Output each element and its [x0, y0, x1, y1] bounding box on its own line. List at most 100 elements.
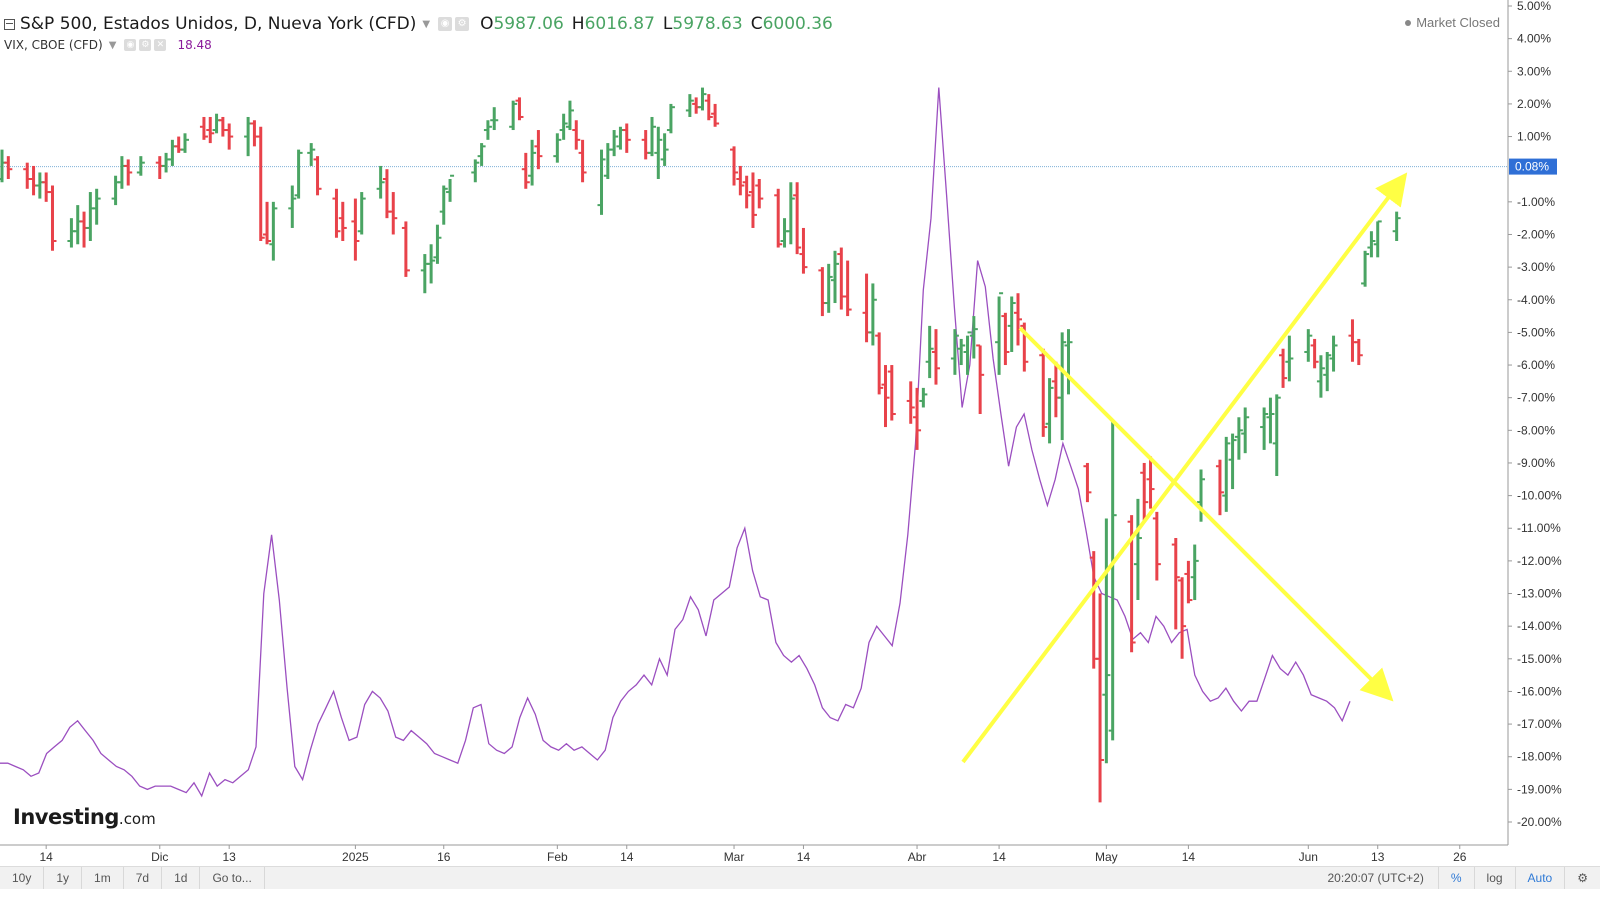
ohlc-bar: [4, 156, 13, 179]
x-tick-label: 14: [992, 850, 1006, 864]
ohlc-bar: [490, 107, 499, 131]
y-tick-label: -8.00%: [1517, 423, 1555, 437]
ohlc-bar: [919, 387, 928, 408]
ohlc-bar-layer: [0, 87, 1401, 803]
gear-icon[interactable]: ⚙: [455, 17, 470, 31]
log-toggle[interactable]: log: [1475, 867, 1516, 889]
ohlc-bar: [666, 103, 675, 134]
ohlc-bar: [685, 94, 694, 117]
logo-main: Investing: [13, 805, 119, 829]
y-tick-label: -19.00%: [1517, 782, 1562, 796]
ohlc-bar: [610, 130, 619, 157]
ohlc-bar: [117, 156, 126, 189]
y-tick-label: -18.00%: [1517, 750, 1562, 764]
y-tick-label: -14.00%: [1517, 619, 1562, 633]
auto-toggle[interactable]: Auto: [1516, 867, 1566, 889]
ohlc-bar: [647, 116, 656, 157]
ohlc-bar: [439, 185, 448, 225]
ohlc-bar: [48, 185, 57, 251]
y-tick-label: -12.00%: [1517, 554, 1562, 568]
y-tick-label: -10.00%: [1517, 489, 1562, 503]
ohlc-bar: [906, 381, 915, 424]
vix-series-line: [0, 87, 1351, 798]
ohlc-bar: [875, 332, 884, 395]
ohlc-bar: [1058, 332, 1067, 441]
eye-icon[interactable]: ◉: [438, 17, 453, 31]
range-1y-button[interactable]: 1y: [44, 867, 83, 889]
low-key: L: [662, 14, 673, 34]
vix-close-icon[interactable]: ✕: [154, 39, 167, 51]
ohlc-bar: [1089, 551, 1098, 669]
vix-chevron-down-icon[interactable]: ▼: [108, 39, 117, 51]
ohlc-bar: [799, 227, 808, 274]
ohlc-bar: [155, 156, 164, 179]
ohlc-bar: [313, 156, 322, 196]
ohlc-bar: [1064, 329, 1073, 395]
ohlc-bar: [212, 113, 221, 134]
range-10y-button[interactable]: 10y: [0, 867, 45, 889]
ohlc-bar: [1234, 417, 1243, 460]
x-tick-label: 14: [620, 850, 634, 864]
y-tick-label: -3.00%: [1517, 260, 1555, 274]
ohlc-bar: [124, 159, 133, 186]
y-tick-label: 1.00%: [1517, 130, 1551, 144]
ohlc-bar: [206, 116, 215, 144]
instrument-title: S&P 500, Estados Unidos, D, Nueva York (…: [20, 14, 417, 34]
vix-line-layer: [0, 87, 1351, 798]
y-tick-label: -20.00%: [1517, 815, 1562, 829]
y-tick-label: -1.00%: [1517, 195, 1555, 209]
up-arrow: [961, 172, 1408, 764]
chart-footer-toolbar: 10y 1y 1m 7d 1d Go to... 20:20:07 (UTC+2…: [0, 866, 1600, 889]
ohlc-bar: [913, 387, 922, 450]
low-value: 5978.63: [672, 14, 743, 34]
ohlc-bar: [168, 139, 177, 166]
ohlc-bar: [698, 87, 707, 111]
ohlc-bar: [641, 130, 650, 160]
x-tick-label: 2025: [342, 850, 369, 864]
collapse-icon[interactable]: [4, 18, 15, 30]
settings-gear-icon[interactable]: ⚙: [1577, 871, 1588, 885]
goto-button[interactable]: Go to...: [200, 867, 265, 889]
percent-toggle[interactable]: %: [1437, 867, 1475, 889]
ohlc-bar: [1279, 348, 1288, 388]
ohlc-bar: [181, 133, 190, 153]
range-7d-button[interactable]: 7d: [124, 867, 163, 889]
ohlc-bar: [376, 165, 385, 199]
ohlc-bar: [1184, 560, 1193, 604]
ohlc-bar: [288, 185, 297, 228]
ohlc-bar: [427, 244, 436, 284]
ohlc-bar: [250, 120, 259, 147]
y-tick-label: -11.00%: [1517, 521, 1561, 535]
x-tick-label: 13: [1371, 850, 1385, 864]
ohlc-bar: [263, 201, 272, 245]
range-1d-button[interactable]: 1d: [162, 867, 201, 889]
ohlc-bar: [1260, 407, 1269, 450]
chevron-down-icon[interactable]: ▼: [422, 18, 431, 30]
ohlc-bar: [1133, 498, 1142, 601]
y-tick-label: -7.00%: [1517, 391, 1555, 405]
x-tick-label: Mar: [724, 850, 745, 864]
y-tick-label: -9.00%: [1517, 456, 1555, 470]
y-tick-label: -17.00%: [1517, 717, 1562, 731]
vix-gear-icon[interactable]: ⚙: [139, 39, 152, 51]
ohlc-bar: [730, 146, 739, 186]
ohlc-bar: [578, 139, 587, 183]
ohlc-bar: [471, 159, 480, 183]
vix-eye-icon[interactable]: ◉: [124, 39, 137, 51]
ohlc-bar: [86, 192, 95, 242]
x-tick-label: 13: [223, 850, 237, 864]
ohlc-bar: [1146, 456, 1155, 509]
ohlc-bar: [1039, 348, 1048, 437]
y-tick-label: 5.00%: [1517, 0, 1551, 13]
ohlc-bar: [786, 182, 795, 245]
last-value-label: 0.08%: [1515, 160, 1549, 174]
range-1m-button[interactable]: 1m: [82, 867, 124, 889]
ohlc-bar: [774, 188, 783, 248]
ohlc-bar: [477, 143, 486, 166]
ohlc-bar: [603, 143, 612, 179]
vix-value: 18.48: [177, 38, 212, 52]
y-tick-label: -2.00%: [1517, 227, 1555, 241]
ohlc-bar: [73, 205, 82, 245]
y-tick-label: 2.00%: [1517, 97, 1551, 111]
